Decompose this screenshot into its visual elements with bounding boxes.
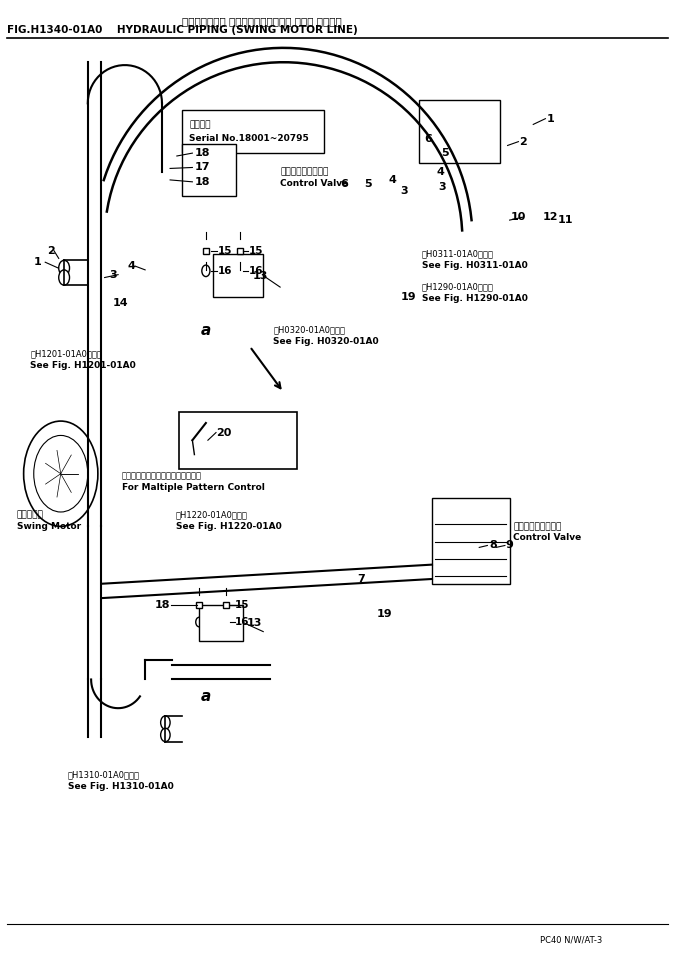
Text: 19: 19 <box>377 610 393 619</box>
Circle shape <box>196 617 202 627</box>
Text: 適用号等: 適用号等 <box>189 120 211 129</box>
Text: 4: 4 <box>436 167 444 177</box>
Text: コントロールバルブ: コントロールバルブ <box>513 522 562 531</box>
Circle shape <box>34 435 88 512</box>
Text: 13: 13 <box>246 618 262 628</box>
Text: 2: 2 <box>519 137 527 146</box>
Text: 13: 13 <box>253 271 269 280</box>
Text: 3: 3 <box>109 270 117 279</box>
Text: 5: 5 <box>364 179 372 189</box>
Text: See Fig. H1220-01A0: See Fig. H1220-01A0 <box>176 522 281 531</box>
Text: 11: 11 <box>558 215 573 225</box>
Text: 第H0311-01A0図参照: 第H0311-01A0図参照 <box>422 249 494 258</box>
Text: 7: 7 <box>357 574 365 584</box>
Text: a: a <box>200 323 211 338</box>
Bar <box>182 144 236 196</box>
Text: 16: 16 <box>248 266 263 276</box>
Text: FIG.H1340-01A0    HYDRAULIC PIPING (SWING MOTOR LINE): FIG.H1340-01A0 HYDRAULIC PIPING (SWING M… <box>7 25 358 34</box>
Circle shape <box>59 270 70 285</box>
Bar <box>432 498 510 584</box>
Circle shape <box>223 617 230 627</box>
Text: Control Valve: Control Valve <box>513 533 581 543</box>
Text: 3: 3 <box>400 187 408 196</box>
Text: 2: 2 <box>47 246 55 256</box>
Text: 16: 16 <box>217 266 232 276</box>
Text: 6: 6 <box>340 179 348 189</box>
Text: 15: 15 <box>248 246 263 256</box>
Text: マルチプルパターンコントロール用: マルチプルパターンコントロール用 <box>122 471 202 480</box>
Text: 第H1201-01A0図参照: 第H1201-01A0図参照 <box>30 349 102 359</box>
Text: 5: 5 <box>441 148 450 158</box>
Text: 16: 16 <box>235 617 249 627</box>
Bar <box>213 254 263 297</box>
Text: 1: 1 <box>33 257 41 267</box>
Text: 15: 15 <box>217 246 232 256</box>
Text: 12: 12 <box>543 212 558 222</box>
Text: See Fig. H0311-01A0: See Fig. H0311-01A0 <box>422 260 528 270</box>
Text: a: a <box>200 689 211 704</box>
Circle shape <box>161 716 170 729</box>
Circle shape <box>202 265 210 277</box>
Text: 9: 9 <box>506 541 514 550</box>
Text: 19: 19 <box>400 292 416 301</box>
Bar <box>199 605 243 641</box>
Text: 17: 17 <box>194 163 210 172</box>
Text: 20: 20 <box>216 428 232 437</box>
Text: 18: 18 <box>194 148 210 158</box>
Text: PC40 N/W/AT-3: PC40 N/W/AT-3 <box>540 935 602 945</box>
Text: Swing Motor: Swing Motor <box>17 522 81 531</box>
Text: ハイドロリック パイピング（スイング モータ ライン）: ハイドロリック パイピング（スイング モータ ライン） <box>182 16 342 26</box>
Text: 8: 8 <box>489 541 497 550</box>
Text: 第H0320-01A0図参照: 第H0320-01A0図参照 <box>273 325 346 335</box>
Bar <box>179 412 297 469</box>
Text: 4: 4 <box>128 261 136 271</box>
Circle shape <box>24 421 98 526</box>
Bar <box>418 100 500 163</box>
Text: See Fig. H1290-01A0: See Fig. H1290-01A0 <box>422 294 528 303</box>
Text: For Maltiple Pattern Control: For Maltiple Pattern Control <box>122 482 265 492</box>
Text: 18: 18 <box>155 600 170 610</box>
Bar <box>182 110 324 153</box>
Text: 1: 1 <box>546 114 554 123</box>
Text: 18: 18 <box>194 177 210 187</box>
Text: Serial No.18001~20795: Serial No.18001~20795 <box>189 134 308 144</box>
Circle shape <box>161 728 170 742</box>
Text: 4: 4 <box>389 175 397 185</box>
Text: 旋回モータ: 旋回モータ <box>17 510 44 520</box>
Circle shape <box>236 265 244 277</box>
Text: 第H1220-01A0図参照: 第H1220-01A0図参照 <box>176 510 247 520</box>
Text: 3: 3 <box>438 182 446 191</box>
Text: 第H1310-01A0図参照: 第H1310-01A0図参照 <box>68 770 140 780</box>
Text: See Fig. H1310-01A0: See Fig. H1310-01A0 <box>68 782 173 791</box>
Text: Control Valve: Control Valve <box>280 179 348 189</box>
Circle shape <box>59 260 70 276</box>
Text: See Fig. H0320-01A0: See Fig. H0320-01A0 <box>273 337 379 346</box>
Text: コントロールバルブ: コントロールバルブ <box>280 167 329 177</box>
Text: 14: 14 <box>112 299 128 308</box>
Text: 6: 6 <box>425 134 433 144</box>
Text: 15: 15 <box>235 600 249 610</box>
Text: 第H1290-01A0図参照: 第H1290-01A0図参照 <box>422 282 493 292</box>
Text: 10: 10 <box>511 212 526 222</box>
Text: See Fig. H1201-01A0: See Fig. H1201-01A0 <box>30 361 136 370</box>
